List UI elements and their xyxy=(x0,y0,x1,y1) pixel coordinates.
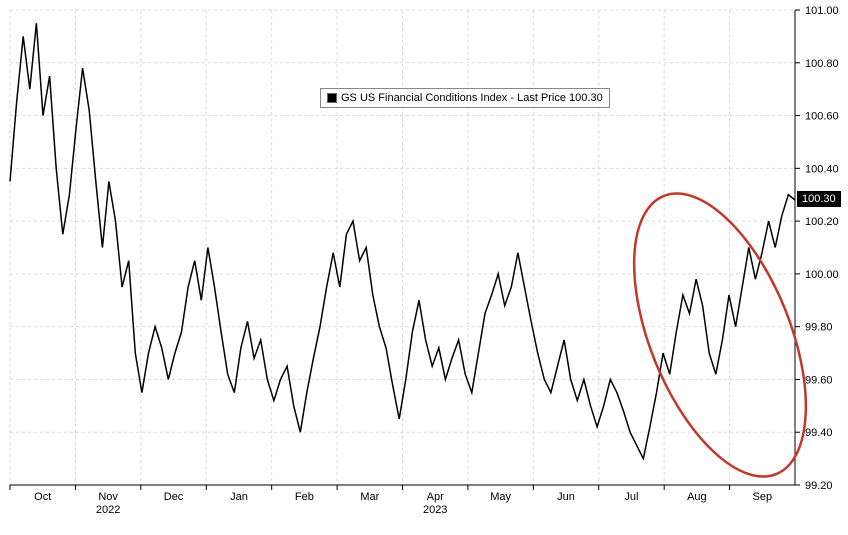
svg-text:99.80: 99.80 xyxy=(805,322,833,334)
svg-text:Jun: Jun xyxy=(557,491,575,503)
svg-text:Sep: Sep xyxy=(753,491,773,503)
svg-text:May: May xyxy=(490,491,511,503)
svg-text:Apr: Apr xyxy=(427,491,444,503)
last-price-value: 100.30 xyxy=(802,193,836,205)
svg-text:Feb: Feb xyxy=(295,491,314,503)
svg-text:99.40: 99.40 xyxy=(805,427,833,439)
chart-container: 99.20 99.40 99.60 99.80 100.00 100.20 100.40 10… xyxy=(0,0,848,530)
line-chart: 99.20 99.40 99.60 99.80 100.00 100.20 100.40 10… xyxy=(0,0,848,530)
svg-text:99.60: 99.60 xyxy=(805,374,833,386)
svg-text:2022: 2022 xyxy=(96,504,120,516)
svg-text:100.20: 100.20 xyxy=(805,216,839,228)
svg-text:101.00: 101.00 xyxy=(805,5,839,17)
legend-text: GS US Financial Conditions Index - Last … xyxy=(341,92,603,104)
svg-text:100.80: 100.80 xyxy=(805,58,839,70)
legend-swatch xyxy=(327,93,337,103)
svg-text:Aug: Aug xyxy=(687,491,707,503)
svg-text:Jan: Jan xyxy=(230,491,248,503)
svg-text:Dec: Dec xyxy=(164,491,184,503)
legend: GS US Financial Conditions Index - Last … xyxy=(320,88,610,108)
last-price-tag: 100.30 xyxy=(797,191,841,207)
svg-text:Oct: Oct xyxy=(34,491,51,503)
svg-text:Jul: Jul xyxy=(624,491,638,503)
svg-text:100.40: 100.40 xyxy=(805,163,839,175)
svg-text:100.60: 100.60 xyxy=(805,111,839,123)
svg-text:2023: 2023 xyxy=(423,504,447,516)
svg-text:Nov: Nov xyxy=(98,491,118,503)
svg-text:Mar: Mar xyxy=(360,491,379,503)
svg-text:99.20: 99.20 xyxy=(805,480,833,492)
svg-text:100.00: 100.00 xyxy=(805,269,839,281)
